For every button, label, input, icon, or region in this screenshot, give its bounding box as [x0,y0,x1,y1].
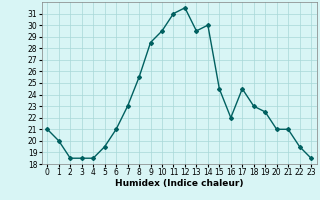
X-axis label: Humidex (Indice chaleur): Humidex (Indice chaleur) [115,179,244,188]
